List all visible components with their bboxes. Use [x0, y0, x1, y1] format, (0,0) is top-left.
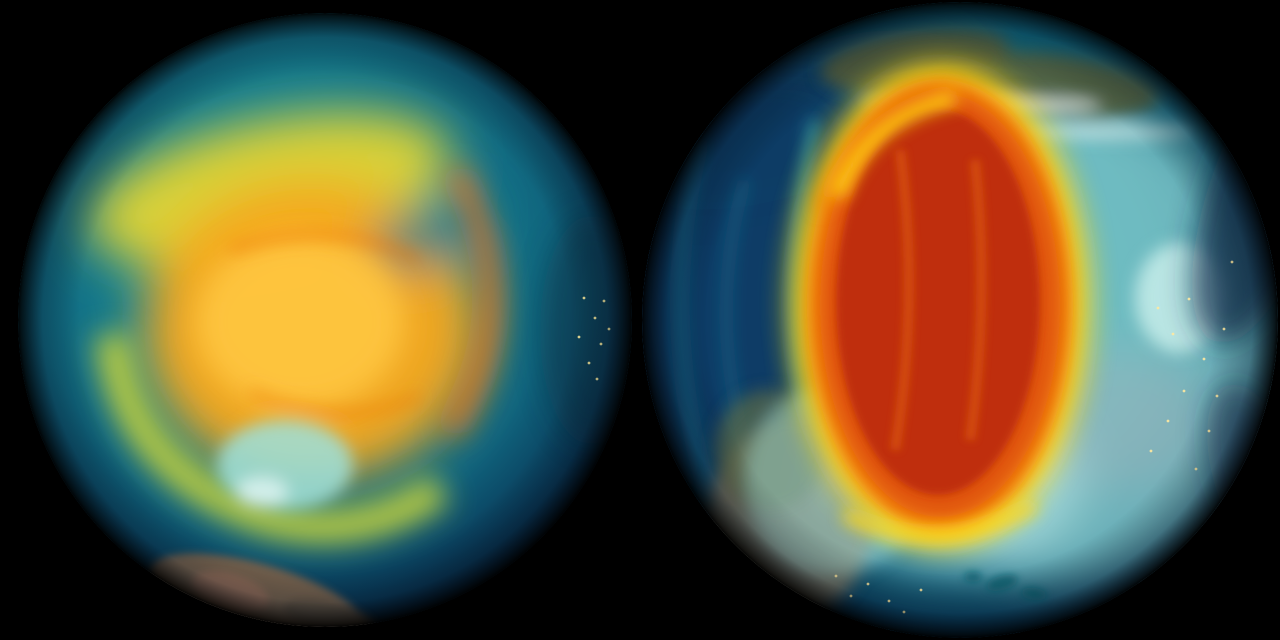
right-globe: [642, 2, 1278, 638]
left-globe: [18, 13, 632, 627]
right-limb-shading: [642, 2, 1278, 638]
left-limb-shading: [18, 13, 632, 627]
